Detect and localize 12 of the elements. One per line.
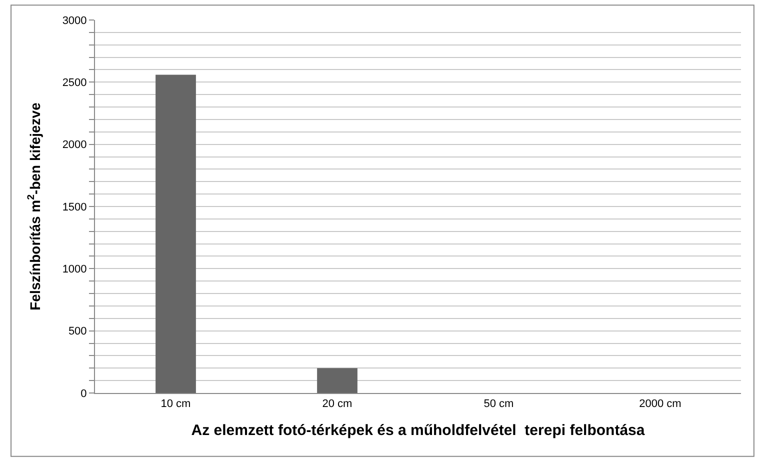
y-tick-label: 1500 xyxy=(62,201,87,214)
x-tick-label: 20 cm xyxy=(322,398,352,410)
x-tick-label: 2000 cm xyxy=(639,398,682,410)
x-tick-label: 10 cm xyxy=(160,398,191,410)
y-tick-label: 2500 xyxy=(62,77,87,90)
y-tick-label: 0 xyxy=(80,388,87,400)
y-tick-label: 2000 xyxy=(62,139,87,152)
y-tick-label: 3000 xyxy=(62,14,87,27)
x-axis-title: Az elemzett fotó-térképek és a műholdfelvétel terepi felbontása xyxy=(191,422,646,440)
x-tick-label: 50 cm xyxy=(484,398,514,410)
y-tick-label: 1000 xyxy=(62,264,87,276)
y-tick-label: 500 xyxy=(68,326,87,338)
